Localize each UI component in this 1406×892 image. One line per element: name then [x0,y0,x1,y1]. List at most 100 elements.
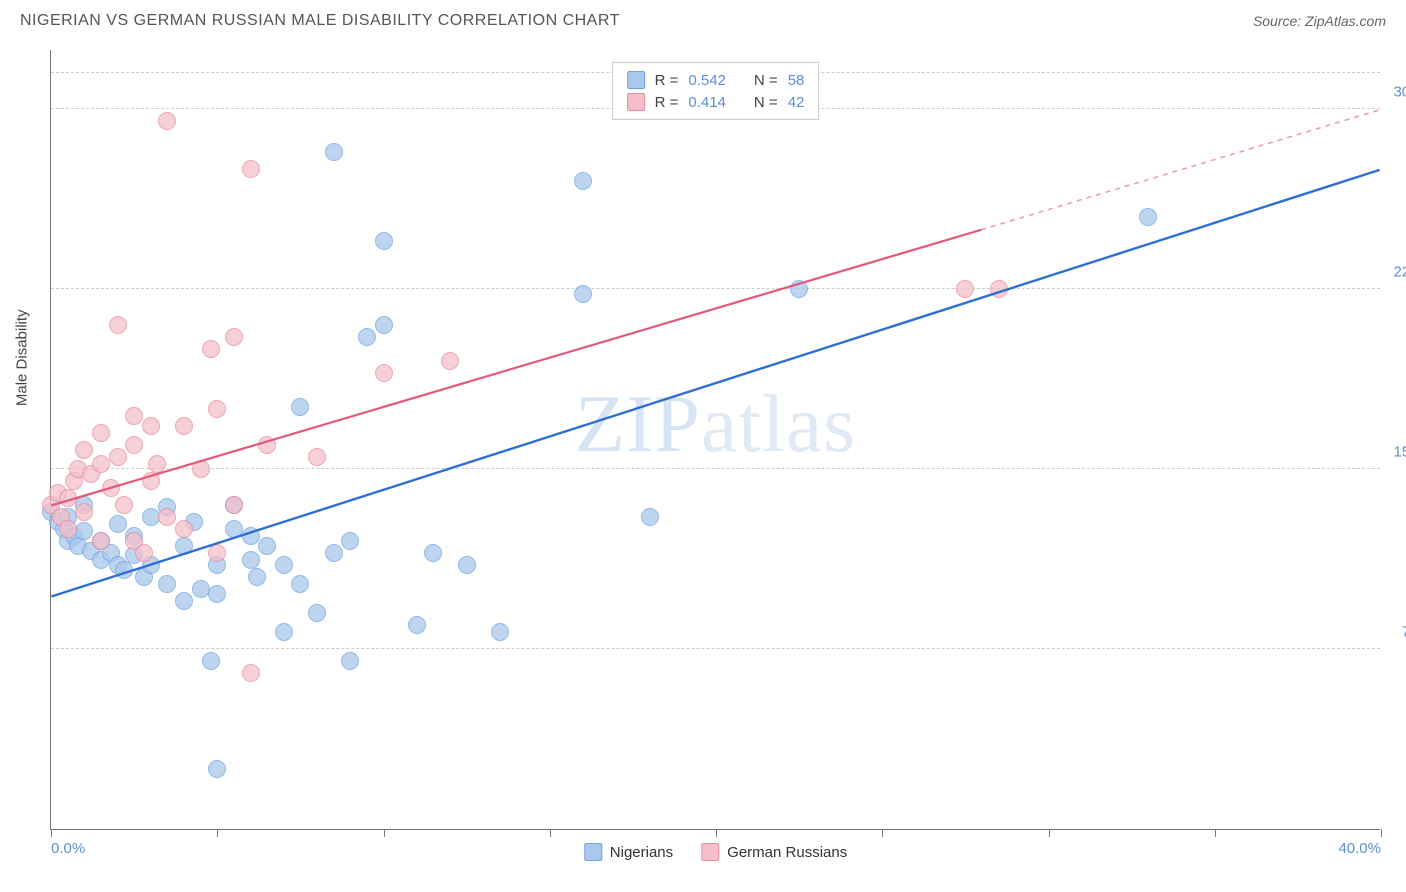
data-point [242,664,260,682]
data-point [125,436,143,454]
x-tick [1215,829,1216,837]
y-tick-label: 30.0% [1393,84,1406,101]
x-tick-label: 0.0% [51,840,85,857]
r-label: R = [655,94,679,111]
data-point [125,407,143,425]
data-point [208,585,226,603]
n-label: N = [754,72,778,89]
data-point [142,472,160,490]
data-point [225,496,243,514]
data-point [242,160,260,178]
x-tick [384,829,385,837]
data-point [225,328,243,346]
y-tick-label: 7.5% [1402,624,1406,641]
data-point [375,232,393,250]
legend-item: Nigerians [584,843,673,861]
r-value: 0.542 [688,72,726,89]
x-tick [51,829,52,837]
correlation-legend: R = 0.542 N = 58 R = 0.414 N = 42 [612,62,820,120]
data-point [990,280,1008,298]
data-point [202,652,220,670]
data-point [458,556,476,574]
x-tick [1049,829,1050,837]
data-point [375,364,393,382]
data-point [574,172,592,190]
legend-row: R = 0.414 N = 42 [627,91,805,113]
r-label: R = [655,72,679,89]
data-point [248,568,266,586]
data-point [158,112,176,130]
data-point [275,623,293,641]
data-point [225,520,243,538]
data-point [175,537,193,555]
data-point [574,285,592,303]
data-point [142,417,160,435]
data-point [325,544,343,562]
chart-title: NIGERIAN VS GERMAN RUSSIAN MALE DISABILI… [20,12,620,30]
y-tick-label: 22.5% [1393,264,1406,281]
data-point [142,508,160,526]
plot-area: ZIPatlas R =0.542N =58R =0.414N =42 Nige… [50,50,1380,830]
data-point [59,520,77,538]
y-axis-label: Male Disability [14,309,31,406]
x-tick [882,829,883,837]
data-point [291,398,309,416]
data-point [208,400,226,418]
data-point [424,544,442,562]
data-point [275,556,293,574]
legend-label: Nigerians [610,844,673,861]
data-point [208,760,226,778]
data-point [192,460,210,478]
legend-swatch [701,843,719,861]
r-value: 0.414 [688,94,726,111]
n-value: 42 [788,94,805,111]
n-value: 58 [788,72,805,89]
data-point [325,143,343,161]
x-tick [550,829,551,837]
data-point [242,527,260,545]
data-point [92,424,110,442]
data-point [491,623,509,641]
n-label: N = [754,94,778,111]
y-tick-label: 15.0% [1393,444,1406,461]
data-point [175,417,193,435]
x-tick [716,829,717,837]
data-point [956,280,974,298]
data-point [75,441,93,459]
data-point [258,537,276,555]
data-point [175,520,193,538]
data-point [1139,208,1157,226]
data-point [109,448,127,466]
x-tick [217,829,218,837]
data-point [115,496,133,514]
legend-item: German Russians [701,843,847,861]
data-point [75,503,93,521]
data-point [341,652,359,670]
header: NIGERIAN VS GERMAN RUSSIAN MALE DISABILI… [0,0,1406,38]
data-point [92,455,110,473]
data-point [641,508,659,526]
gridline [51,288,1380,289]
legend-swatch [584,843,602,861]
data-point [258,436,276,454]
data-point [408,616,426,634]
data-point [441,352,459,370]
gridline [51,648,1380,649]
source-attribution: Source: ZipAtlas.com [1253,13,1386,29]
legend-swatch [627,71,645,89]
data-point [208,544,226,562]
data-point [158,575,176,593]
data-point [291,575,309,593]
data-point [341,532,359,550]
data-point [75,522,93,540]
data-point [358,328,376,346]
data-point [175,592,193,610]
chart-container: ZIPatlas R =0.542N =58R =0.414N =42 Nige… [50,50,1380,830]
x-tick [1381,829,1382,837]
x-tick-label: 40.0% [1338,840,1381,857]
data-point [102,479,120,497]
data-point [148,455,166,473]
legend-row: R = 0.542 N = 58 [627,69,805,91]
data-point [158,508,176,526]
data-point [92,532,110,550]
